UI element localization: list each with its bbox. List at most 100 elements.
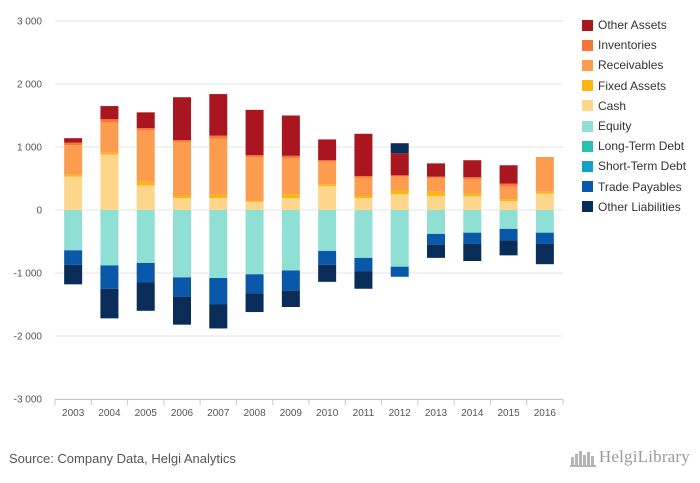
bar-segment: [173, 210, 191, 278]
legend-label: Fixed Assets: [598, 78, 667, 93]
x-tick-label: 2011: [353, 408, 375, 419]
bar-segment: [100, 265, 119, 289]
x-tick-label: 2009: [280, 408, 303, 419]
x-tick-label: 2007: [207, 408, 230, 419]
legend-item[interactable]: Long-Term Debt: [582, 136, 700, 156]
source-note: Source: Company Data, Helgi Analytics: [9, 451, 236, 466]
bar-segment: [390, 176, 409, 191]
x-tick-label: 2015: [497, 408, 520, 419]
bar-segment: [209, 94, 228, 136]
x-tick-label: 2003: [62, 408, 85, 419]
legend-item[interactable]: Short-Term Debt: [582, 156, 700, 176]
chart-legend: Other Assets Inventories Receivables Fixed …: [582, 15, 700, 217]
bar-segment: [390, 194, 409, 210]
legend-item[interactable]: Fixed Assets: [582, 76, 700, 96]
bar-segment: [173, 277, 191, 297]
legend-label: Inventories: [598, 38, 657, 53]
y-tick-label: 2 000: [17, 80, 42, 91]
legend-item[interactable]: Receivables: [582, 55, 700, 75]
legend-label: Short-Term Debt: [598, 159, 687, 174]
bar-segment: [354, 133, 373, 176]
bar-segment: [281, 290, 300, 308]
bar-segment: [209, 135, 228, 139]
bar-segment: [499, 199, 518, 202]
bar-segment: [173, 296, 191, 325]
bar-segment: [427, 233, 445, 245]
x-tick-label: 2004: [98, 408, 121, 419]
bar-segment: [354, 198, 373, 210]
bar-segment: [136, 181, 155, 186]
bar-segment: [173, 198, 191, 210]
bar-segment: [245, 200, 264, 202]
legend-swatch: [582, 100, 593, 112]
bar-segment: [100, 288, 119, 319]
bar-segment: [499, 228, 518, 241]
y-tick-label: -1 000: [14, 269, 43, 280]
bar-segment: [136, 262, 155, 283]
bar-segment: [390, 143, 409, 154]
y-tick-label: 0: [36, 206, 42, 217]
bar-segment: [354, 177, 373, 196]
bar-segment: [499, 201, 518, 210]
bar-segment: [427, 191, 445, 197]
legend-item[interactable]: Other Assets: [582, 15, 700, 35]
bar-segment: [427, 244, 445, 258]
bar-segment: [136, 210, 155, 263]
legend-item[interactable]: Equity: [582, 116, 700, 136]
bar-segment: [535, 157, 554, 158]
bar-segment: [281, 270, 300, 291]
bar-segment: [136, 282, 155, 311]
bar-segment: [499, 165, 518, 184]
bar-segment: [245, 157, 264, 201]
bar-segment: [245, 274, 264, 294]
bar-segment: [209, 194, 228, 199]
bar-segment: [64, 138, 83, 143]
legend-swatch: [582, 201, 593, 213]
bar-segment: [390, 210, 409, 267]
bar-segment: [427, 163, 445, 177]
bar-segment: [209, 210, 228, 279]
legend-swatch: [582, 59, 593, 71]
bar-segment: [463, 232, 482, 245]
bar-segment: [499, 210, 518, 229]
bar-segment: [463, 179, 482, 194]
bar-segment: [100, 154, 119, 210]
bar-segment: [354, 175, 373, 178]
bar-segment: [463, 193, 482, 197]
legend-swatch: [582, 80, 593, 92]
legend-swatch: [582, 140, 593, 152]
bar-segment: [318, 161, 337, 185]
bar-segment: [64, 145, 83, 175]
legend-item[interactable]: Cash: [582, 96, 700, 116]
bar-segment: [100, 119, 119, 123]
bar-segment: [209, 138, 228, 195]
legend-item[interactable]: Inventories: [582, 35, 700, 55]
bar-segment: [427, 210, 445, 234]
bar-segment: [281, 198, 300, 210]
bar-segment: [535, 210, 554, 233]
legend-item[interactable]: Other Liabilities: [582, 197, 700, 217]
bar-segment: [390, 153, 409, 176]
bar-segment: [463, 196, 482, 210]
bar-segment: [354, 271, 373, 289]
bar-segment: [535, 232, 554, 245]
bar-segment: [173, 195, 191, 199]
legend-item[interactable]: Trade Payables: [582, 177, 700, 197]
legend-swatch: [582, 181, 593, 193]
bar-segment: [281, 155, 300, 159]
bar-segment: [281, 158, 300, 195]
bar-segment: [64, 250, 83, 265]
y-tick-label: -3 000: [14, 395, 43, 406]
bar-segment: [209, 304, 228, 329]
x-tick-label: 2008: [243, 408, 266, 419]
x-tick-label: 2016: [534, 408, 557, 419]
legend-label: Equity: [598, 119, 632, 134]
x-tick-label: 2012: [389, 408, 412, 419]
bar-segment: [463, 160, 482, 178]
bar-segment: [499, 240, 518, 256]
bar-segment: [318, 139, 337, 161]
legend-swatch: [582, 39, 593, 51]
bar-segment: [136, 129, 155, 182]
bar-segment: [427, 177, 445, 192]
